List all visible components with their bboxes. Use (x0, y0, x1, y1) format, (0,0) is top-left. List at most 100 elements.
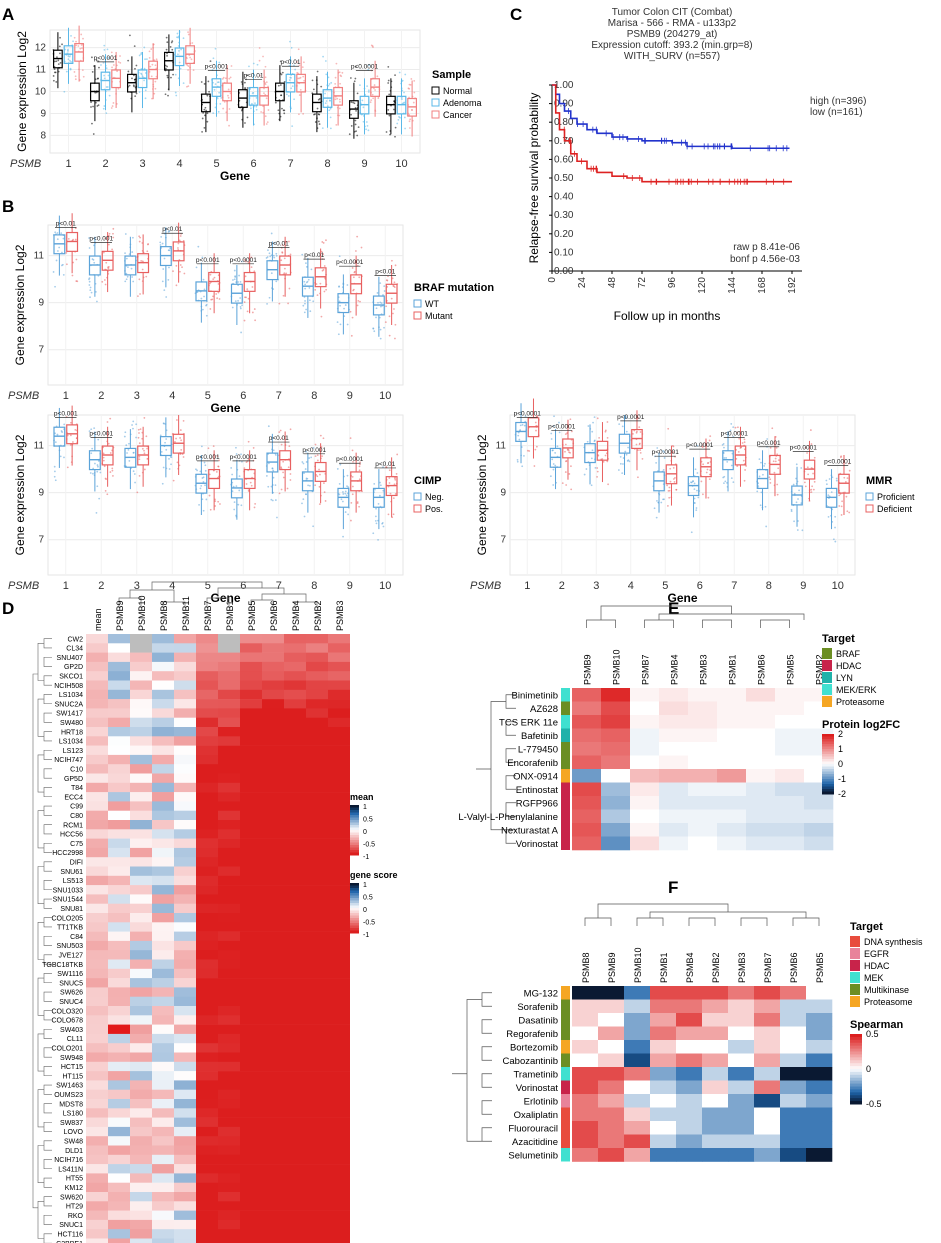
jitter-point (138, 240, 141, 243)
jitter-point (58, 45, 61, 48)
colorbar-segment (822, 744, 834, 747)
jitter-point (774, 460, 777, 463)
jitter-point (207, 80, 210, 83)
heatmap-cell (196, 1136, 218, 1146)
jitter-point (321, 241, 324, 243)
jitter-point (235, 485, 238, 487)
heatmap-cell (306, 968, 328, 979)
jitter-point (247, 297, 250, 300)
jitter-point (517, 431, 520, 434)
jitter-point (365, 128, 367, 131)
row-label: GP2D (64, 664, 83, 671)
heatmap-cell (152, 661, 174, 672)
jitter-point (697, 496, 700, 499)
jitter-point (106, 493, 109, 496)
jitter-point (106, 48, 109, 51)
jitter-point (709, 469, 712, 472)
jitter-point (409, 83, 412, 86)
heatmap-cell (240, 1015, 262, 1025)
jitter-point (372, 327, 375, 330)
heatmap-cell (262, 792, 284, 802)
heatmap-cell (306, 820, 328, 830)
heatmap-cell (174, 643, 196, 653)
heatmap-cell (174, 671, 196, 681)
jitter-point (54, 231, 57, 234)
heatmap-cell (108, 727, 130, 737)
jitter-point (89, 286, 92, 289)
colorbar-segment (350, 925, 359, 929)
heatmap-cell (717, 701, 747, 716)
jitter-point (117, 61, 120, 63)
jitter-point (745, 465, 748, 467)
jitter-point (244, 275, 247, 278)
jitter-point (282, 476, 285, 479)
jitter-point (743, 441, 746, 444)
row-label: C2BBE1 (56, 1241, 83, 1243)
heatmap-cell (86, 1006, 108, 1016)
heatmap-cell (196, 1145, 218, 1156)
heatmap-cell (775, 742, 805, 756)
legend-label: MEK (864, 973, 884, 983)
jitter-point (381, 521, 384, 524)
drug-label: Dasatinib (518, 1016, 558, 1027)
heatmap-cell (262, 847, 284, 858)
jitter-point (394, 493, 397, 495)
jitter-point (306, 477, 309, 480)
heatmap-cell (328, 875, 350, 886)
heatmap-cell (262, 745, 284, 756)
jitter-point (138, 235, 141, 238)
jitter-point (59, 36, 61, 39)
jitter-point (638, 442, 641, 445)
jitter-point (260, 111, 263, 113)
heatmap-cell (174, 940, 196, 951)
jitter-point (103, 105, 106, 107)
panel-label-a: A (2, 5, 14, 24)
heatmap-cell (218, 745, 240, 756)
heatmap-cell (262, 931, 284, 942)
jitter-point (400, 98, 403, 101)
jitter-point (212, 278, 215, 281)
column-label: PSMB5 (815, 952, 825, 983)
jitter-point (62, 237, 65, 240)
jitter-point (134, 67, 136, 70)
pvalue-label: p<0.001 (196, 257, 220, 264)
heatmap-cell (240, 652, 262, 663)
heatmap-cell (130, 1126, 152, 1137)
heatmap-cell (196, 857, 218, 867)
pvalue-label: p<0.01 (243, 72, 263, 79)
pvalue-label: p<0.0001 (230, 257, 258, 264)
legend-label: Adenoma (443, 98, 482, 108)
colorbar-tick: 1 (838, 744, 843, 754)
jitter-point (319, 282, 322, 285)
jitter-point (90, 291, 93, 294)
jitter-point (154, 64, 157, 67)
colorbar-segment (822, 739, 834, 742)
jitter-point (239, 280, 242, 283)
heatmap-cell (746, 823, 776, 837)
jitter-point (281, 107, 283, 110)
heatmap-cell (218, 1061, 240, 1072)
heatmap-cell (262, 1024, 284, 1035)
jitter-point (314, 455, 317, 457)
target-annotation-cell (561, 755, 570, 769)
heatmap-cell (108, 680, 130, 691)
jitter-point (693, 497, 696, 500)
heatmap-cell (218, 950, 240, 960)
jitter-point (725, 457, 727, 459)
heatmap-cell (152, 903, 174, 914)
colorbar-segment (350, 903, 359, 906)
jitter-point (235, 453, 238, 455)
heatmap-cell (196, 1024, 218, 1035)
heatmap-cell (152, 727, 174, 737)
x-tick-label: 7 (276, 390, 282, 402)
heatmap-cell (196, 996, 218, 1007)
jitter-point (65, 263, 68, 266)
jitter-point (392, 312, 394, 315)
jitter-point (239, 297, 242, 299)
x-tick-label: 6 (250, 158, 256, 170)
jitter-point (388, 334, 391, 337)
heatmap-cell (754, 986, 781, 1000)
jitter-point (707, 496, 710, 499)
jitter-point (170, 463, 172, 466)
